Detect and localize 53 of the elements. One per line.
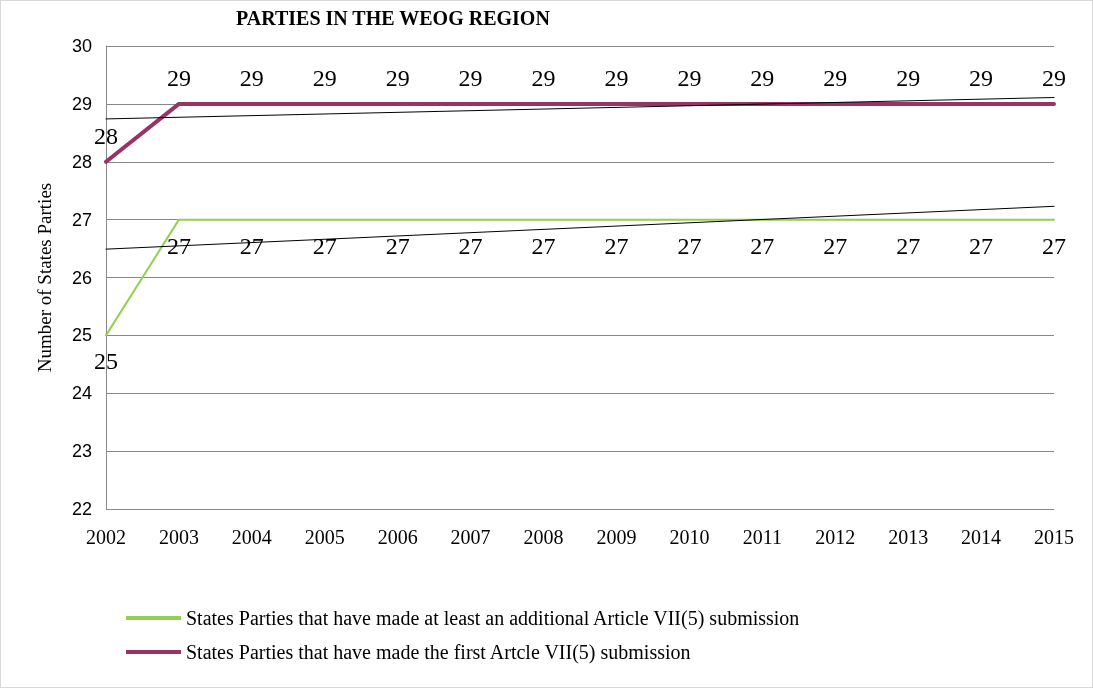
y-tick-label: 30 xyxy=(71,36,92,56)
y-tick-label: 22 xyxy=(71,499,92,519)
y-tick-label: 24 xyxy=(71,383,92,404)
data-label: 27 xyxy=(312,232,337,259)
x-tick-label: 2014 xyxy=(961,526,1002,548)
data-label: 29 xyxy=(750,64,775,91)
x-tick-label: 2005 xyxy=(304,526,345,548)
x-tick-label: 2009 xyxy=(596,526,637,548)
data-label: 29 xyxy=(677,64,702,91)
y-tick-label: 27 xyxy=(71,209,92,230)
data-label: 28 xyxy=(94,122,118,149)
x-tick-label: 2015 xyxy=(1034,526,1074,548)
data-label: 27 xyxy=(385,232,410,259)
chart-title: PARTIES IN THE WEOG REGION xyxy=(236,7,551,29)
y-tick-label: 26 xyxy=(71,267,92,288)
data-label: 27 xyxy=(458,232,483,259)
data-label: 27 xyxy=(1042,232,1066,259)
x-tick-label: 2003 xyxy=(158,526,199,548)
data-label: 29 xyxy=(166,64,191,91)
x-tick-label: 2011 xyxy=(742,526,782,548)
data-label: 27 xyxy=(896,232,921,259)
x-tick-label: 2006 xyxy=(377,526,418,548)
x-tick-label: 2010 xyxy=(669,526,710,548)
y-tick-label: 23 xyxy=(71,441,92,462)
x-tick-label: 2002 xyxy=(86,526,126,548)
data-label: 25 xyxy=(94,348,118,375)
data-label: 29 xyxy=(1042,64,1066,91)
x-tick-label: 2004 xyxy=(231,526,272,548)
y-axis-title: Number of States Parties xyxy=(34,182,55,373)
x-tick-label: 2007 xyxy=(450,526,491,548)
x-tick-label: 2008 xyxy=(523,526,564,548)
data-label: 29 xyxy=(823,64,848,91)
x-tick-label: 2013 xyxy=(888,526,929,548)
data-label: 29 xyxy=(604,64,629,91)
x-tick-label: 2012 xyxy=(815,526,856,548)
data-label: 29 xyxy=(458,64,483,91)
legend-label: States Parties that have made the first Artcle VII(5) submission xyxy=(186,641,691,664)
y-tick-label: 28 xyxy=(71,151,92,172)
data-label: 29 xyxy=(239,64,264,91)
data-label: 27 xyxy=(677,232,702,259)
data-label: 27 xyxy=(604,232,629,259)
data-label: 27 xyxy=(750,232,775,259)
legend-label: States Parties that have made at least an additional Article VII(5) submission xyxy=(186,607,800,630)
data-label: 27 xyxy=(823,232,848,259)
data-label: 29 xyxy=(385,64,410,91)
data-label: 27 xyxy=(531,232,556,259)
data-label: 29 xyxy=(969,64,994,91)
data-label: 29 xyxy=(531,64,556,91)
y-tick-label: 29 xyxy=(71,93,92,114)
data-label: 29 xyxy=(312,64,337,91)
data-label: 27 xyxy=(969,232,994,259)
y-tick-label: 25 xyxy=(71,325,92,346)
data-label: 29 xyxy=(896,64,921,91)
